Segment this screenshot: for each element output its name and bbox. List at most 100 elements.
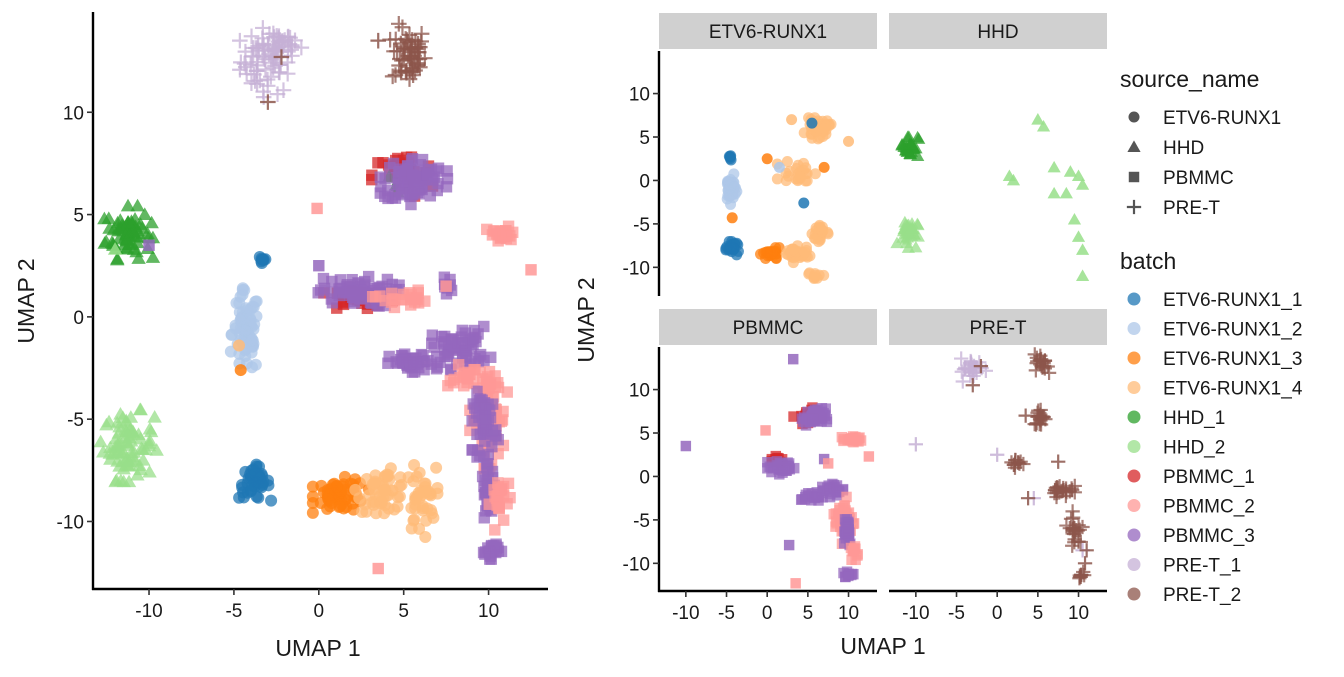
data-point (96, 444, 111, 458)
data-point (249, 295, 262, 308)
data-point (1067, 212, 1082, 225)
data-point (843, 135, 855, 147)
data-point (315, 479, 328, 492)
data-point (133, 431, 148, 445)
data-point (480, 424, 492, 436)
data-point (788, 411, 799, 422)
y-tick-label: 5 (73, 206, 84, 227)
strip-pbmmc (659, 309, 877, 345)
legend-batch-key (1127, 351, 1141, 365)
facet-axes: 10 5 0 -5 -10 -10 -5 0 5 10 10 5 0 -5 -10 -10 -5 0 5 10 (623, 51, 1107, 624)
data-point (497, 405, 509, 418)
data-point (238, 66, 255, 82)
data-point (313, 260, 325, 272)
data-point (107, 242, 123, 255)
data-point (103, 440, 118, 454)
data-point (822, 458, 834, 469)
data-point (440, 181, 453, 193)
data-point (425, 507, 438, 520)
data-point (680, 440, 692, 452)
data-point (108, 431, 124, 444)
data-point (245, 334, 258, 347)
data-point (476, 394, 488, 406)
data-point (465, 342, 478, 354)
combined-points-layer (93, 16, 537, 575)
data-point (504, 491, 516, 504)
legend-batch-key (1127, 440, 1141, 453)
data-point (382, 469, 395, 482)
data-point (413, 466, 426, 479)
data-point (244, 485, 257, 498)
legend-batch-label: HHD_1 (1163, 408, 1225, 429)
x-tick-label: -5 (948, 603, 965, 624)
data-point (1071, 534, 1086, 549)
data-point (384, 68, 401, 85)
data-point (224, 345, 237, 358)
data-point (404, 187, 417, 200)
data-point (478, 512, 490, 524)
data-point (818, 122, 830, 134)
data-point (322, 493, 335, 506)
data-point (387, 157, 400, 170)
data-point (306, 506, 319, 519)
data-point (848, 545, 860, 557)
data-point (260, 94, 276, 110)
data-point (912, 132, 926, 144)
x-tick-label: 5 (1033, 603, 1044, 624)
data-point (390, 16, 407, 32)
data-point (438, 271, 451, 283)
data-point (486, 390, 499, 403)
data-point (431, 184, 443, 197)
data-point (122, 430, 137, 444)
data-point (781, 155, 793, 167)
y-tick-label: 0 (639, 467, 650, 488)
data-point (1059, 186, 1073, 199)
data-point (249, 54, 265, 70)
data-point (1006, 173, 1021, 186)
data-point (474, 366, 486, 378)
data-point (909, 240, 923, 253)
legend-source-key (1126, 199, 1142, 215)
data-point (772, 462, 783, 473)
facet-x-axis-title: UMAP 1 (840, 633, 925, 659)
data-point (496, 414, 509, 426)
data-point (99, 417, 114, 431)
data-point (1008, 452, 1023, 468)
data-point (459, 359, 471, 371)
data-point (248, 318, 261, 331)
facet-panel (680, 353, 875, 589)
data-point (990, 447, 1005, 462)
x-tick-label: -10 (902, 603, 929, 624)
data-point (789, 462, 800, 474)
data-point (392, 51, 408, 67)
legend-batch-label: ETV6-RUNX1_2 (1163, 320, 1302, 341)
data-point (366, 290, 379, 303)
data-point (726, 212, 738, 224)
data-point (790, 578, 801, 589)
legend-batch-key (1127, 587, 1141, 601)
legend-source-key (1127, 140, 1141, 152)
data-point (263, 68, 279, 85)
data-point (1059, 518, 1074, 533)
data-point (479, 474, 491, 487)
data-point (271, 28, 287, 44)
data-point (1020, 491, 1036, 506)
data-point (372, 562, 384, 575)
data-point (1018, 408, 1033, 423)
data-point (367, 498, 380, 511)
data-point (399, 32, 415, 48)
data-point (137, 207, 152, 221)
data-point (491, 490, 503, 502)
data-point (846, 568, 858, 580)
data-point (379, 190, 391, 203)
data-point (390, 171, 403, 184)
data-point (397, 31, 414, 47)
data-point (338, 295, 350, 308)
data-point (806, 117, 818, 129)
data-point (1066, 521, 1081, 537)
data-point (1071, 230, 1086, 242)
data-point (119, 414, 134, 428)
data-point (144, 215, 159, 229)
legend-batch-label: PBMMC_1 (1163, 467, 1255, 488)
